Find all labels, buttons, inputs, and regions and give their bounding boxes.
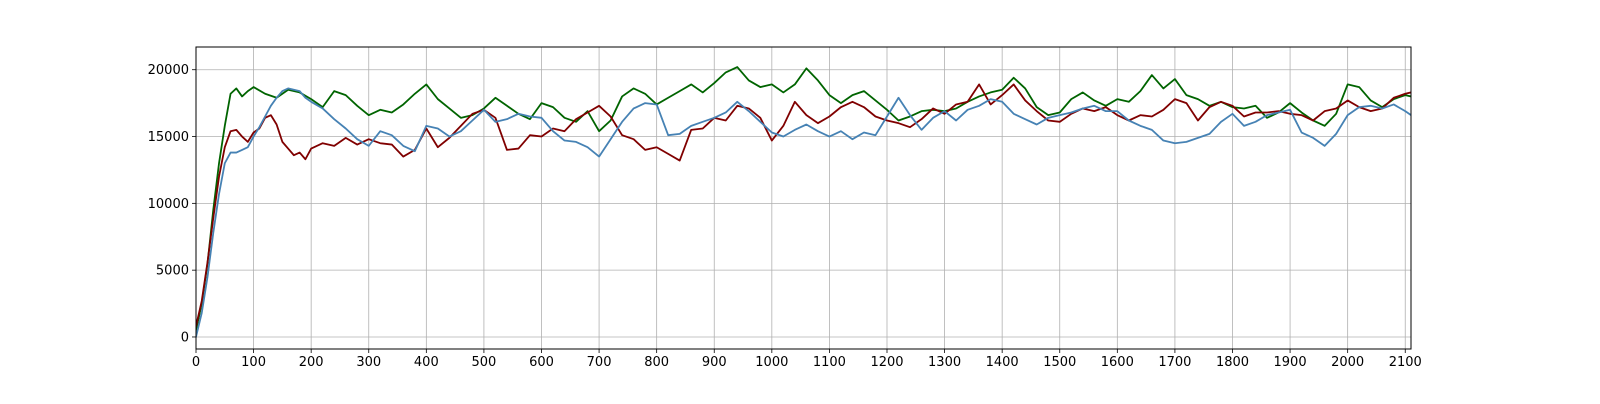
x-tick-label: 1100 — [813, 355, 846, 370]
y-tick-label: 0 — [181, 330, 189, 345]
x-tick-label: 1400 — [986, 355, 1019, 370]
x-tick-label: 1300 — [928, 355, 961, 370]
x-tick-label: 800 — [644, 355, 669, 370]
x-tick-label: 2100 — [1389, 355, 1422, 370]
x-tick-label: 700 — [587, 355, 612, 370]
x-tick-label: 100 — [241, 355, 266, 370]
series-line-3 — [196, 87, 1411, 338]
x-tick-label: 1900 — [1274, 355, 1307, 370]
series-line-1 — [196, 66, 1411, 332]
x-tick-label: 900 — [702, 355, 727, 370]
x-tick-label: 300 — [356, 355, 381, 370]
x-tick-label: 1700 — [1158, 355, 1191, 370]
x-tick-label: 400 — [414, 355, 439, 370]
x-tick-label: 1200 — [870, 355, 903, 370]
x-tick-label: 1500 — [1043, 355, 1076, 370]
plot-area — [196, 47, 1411, 349]
y-tick-label: 10000 — [148, 197, 189, 212]
x-tick-label: 600 — [529, 355, 554, 370]
x-tick-label: 200 — [299, 355, 324, 370]
series-line-2 — [196, 83, 1411, 328]
x-tick-label: 1000 — [755, 355, 788, 370]
x-tick-label: 2000 — [1331, 355, 1364, 370]
x-tick-label: 1600 — [1101, 355, 1134, 370]
x-tick-label: 1800 — [1216, 355, 1249, 370]
y-tick-label: 20000 — [148, 63, 189, 78]
series-group — [196, 66, 1411, 338]
grid-lines — [195, 47, 1411, 349]
axes: 0 100 200 300 400 500 600 700 800 900 1000 1100 1200… — [148, 63, 1422, 370]
y-tick-label: 15000 — [148, 130, 189, 145]
y-tick-label: 5000 — [156, 264, 189, 279]
x-tick-label: 0 — [192, 355, 200, 370]
plot-frame — [195, 46, 1412, 350]
x-tick-label: 500 — [472, 355, 497, 370]
